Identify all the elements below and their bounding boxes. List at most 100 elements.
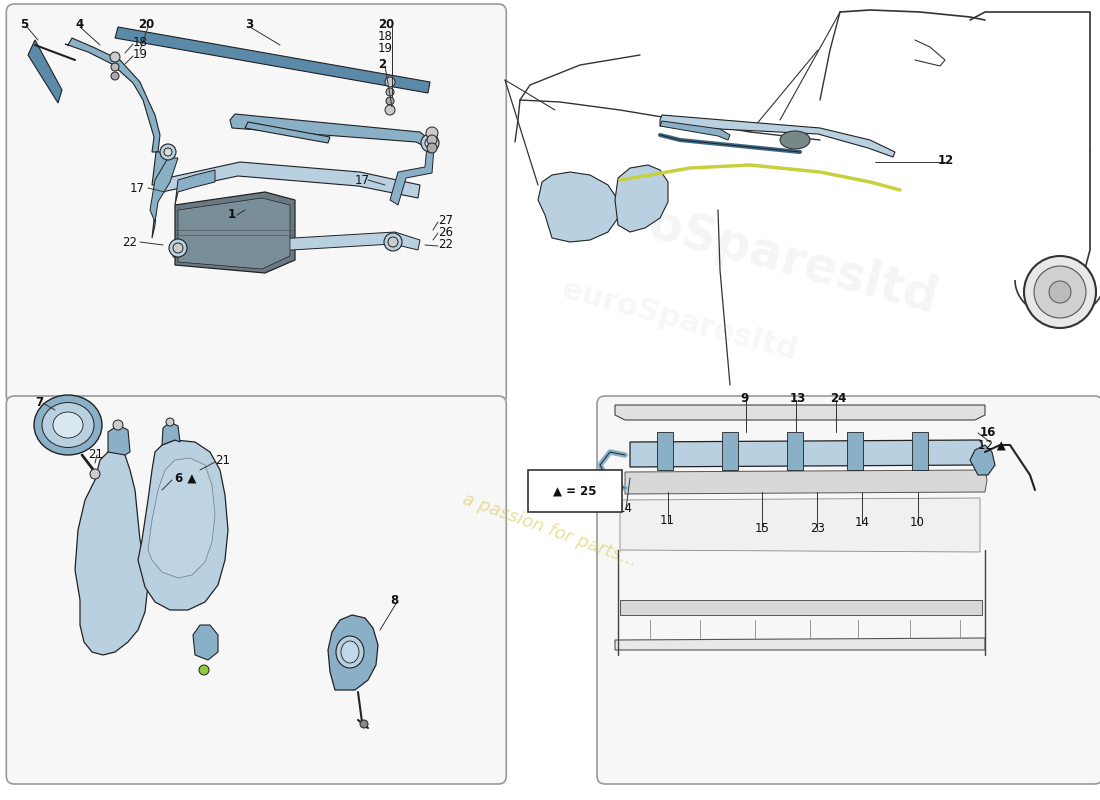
Polygon shape — [847, 432, 864, 470]
Text: 23: 23 — [810, 522, 825, 534]
Polygon shape — [722, 432, 738, 470]
Circle shape — [111, 63, 119, 71]
Circle shape — [164, 148, 172, 156]
Circle shape — [173, 243, 183, 253]
Text: ▲ = 25: ▲ = 25 — [553, 485, 596, 498]
Polygon shape — [660, 115, 895, 157]
Text: 18: 18 — [133, 37, 147, 50]
Text: 21: 21 — [88, 449, 103, 462]
Text: 10: 10 — [910, 515, 925, 529]
Circle shape — [386, 97, 394, 105]
Polygon shape — [615, 638, 984, 650]
FancyBboxPatch shape — [7, 4, 506, 404]
Polygon shape — [660, 121, 730, 140]
Ellipse shape — [1049, 281, 1071, 303]
Polygon shape — [192, 625, 218, 660]
Text: 6 ▲: 6 ▲ — [175, 471, 197, 485]
Circle shape — [90, 469, 100, 479]
Polygon shape — [620, 600, 982, 615]
Polygon shape — [116, 27, 430, 93]
Polygon shape — [786, 432, 803, 470]
Text: 4: 4 — [75, 18, 84, 31]
Text: 26: 26 — [438, 226, 453, 238]
Polygon shape — [150, 158, 178, 222]
Polygon shape — [65, 38, 160, 152]
Text: 22: 22 — [438, 238, 453, 251]
Text: 3: 3 — [245, 18, 253, 31]
Polygon shape — [912, 432, 928, 470]
Polygon shape — [178, 198, 290, 269]
Ellipse shape — [42, 402, 94, 447]
Circle shape — [160, 144, 176, 160]
Text: 13: 13 — [790, 391, 806, 405]
Text: 19: 19 — [133, 49, 148, 62]
Ellipse shape — [341, 641, 359, 663]
Ellipse shape — [1034, 266, 1086, 318]
Circle shape — [110, 52, 120, 62]
Circle shape — [384, 233, 402, 251]
Polygon shape — [28, 40, 62, 103]
Text: 27: 27 — [438, 214, 453, 226]
Polygon shape — [620, 498, 980, 552]
Circle shape — [426, 127, 438, 139]
Ellipse shape — [780, 131, 810, 149]
Polygon shape — [162, 422, 180, 445]
Polygon shape — [152, 162, 420, 238]
Polygon shape — [615, 405, 984, 420]
Text: 18: 18 — [378, 30, 393, 43]
Circle shape — [113, 420, 123, 430]
Polygon shape — [108, 425, 130, 455]
Text: 8: 8 — [390, 594, 398, 606]
Text: euroSparesltd: euroSparesltd — [559, 274, 801, 366]
Text: 1: 1 — [228, 209, 236, 222]
Circle shape — [385, 105, 395, 115]
Text: 14: 14 — [855, 515, 870, 529]
Text: 12: 12 — [938, 154, 955, 166]
Polygon shape — [625, 470, 987, 494]
Circle shape — [386, 88, 394, 96]
FancyBboxPatch shape — [528, 470, 622, 512]
Polygon shape — [328, 615, 378, 690]
Circle shape — [385, 77, 395, 87]
Polygon shape — [175, 170, 214, 205]
Ellipse shape — [53, 412, 82, 438]
Circle shape — [169, 239, 187, 257]
Text: 15: 15 — [755, 522, 770, 534]
Text: 17: 17 — [355, 174, 370, 186]
Text: 21: 21 — [214, 454, 230, 466]
Text: 9: 9 — [740, 391, 748, 405]
Text: 7: 7 — [35, 395, 43, 409]
Text: 11: 11 — [660, 514, 675, 526]
Text: 22: 22 — [122, 235, 138, 249]
Text: 14: 14 — [618, 502, 632, 514]
Text: 12 ▲: 12 ▲ — [978, 438, 1005, 451]
Text: 16: 16 — [980, 426, 997, 438]
Text: 5: 5 — [20, 18, 29, 31]
Polygon shape — [538, 172, 618, 242]
Text: 17: 17 — [130, 182, 145, 194]
Polygon shape — [245, 122, 330, 143]
Polygon shape — [148, 458, 214, 578]
Circle shape — [111, 72, 119, 80]
Circle shape — [425, 138, 435, 148]
Text: 24: 24 — [830, 391, 846, 405]
Text: 20: 20 — [378, 18, 394, 31]
Polygon shape — [152, 152, 170, 185]
Text: 20: 20 — [138, 18, 154, 31]
FancyBboxPatch shape — [7, 396, 506, 784]
Polygon shape — [173, 232, 420, 257]
Circle shape — [427, 143, 437, 153]
Polygon shape — [390, 135, 435, 205]
Circle shape — [166, 418, 174, 426]
Polygon shape — [230, 114, 430, 148]
Ellipse shape — [336, 636, 364, 668]
Text: a passion for parts...: a passion for parts... — [460, 490, 640, 570]
Text: 2: 2 — [378, 58, 386, 71]
Circle shape — [427, 135, 437, 145]
Polygon shape — [630, 440, 984, 467]
Ellipse shape — [1024, 256, 1096, 328]
Polygon shape — [138, 440, 228, 610]
Circle shape — [360, 720, 368, 728]
Text: 19: 19 — [378, 42, 393, 55]
FancyBboxPatch shape — [597, 396, 1100, 784]
